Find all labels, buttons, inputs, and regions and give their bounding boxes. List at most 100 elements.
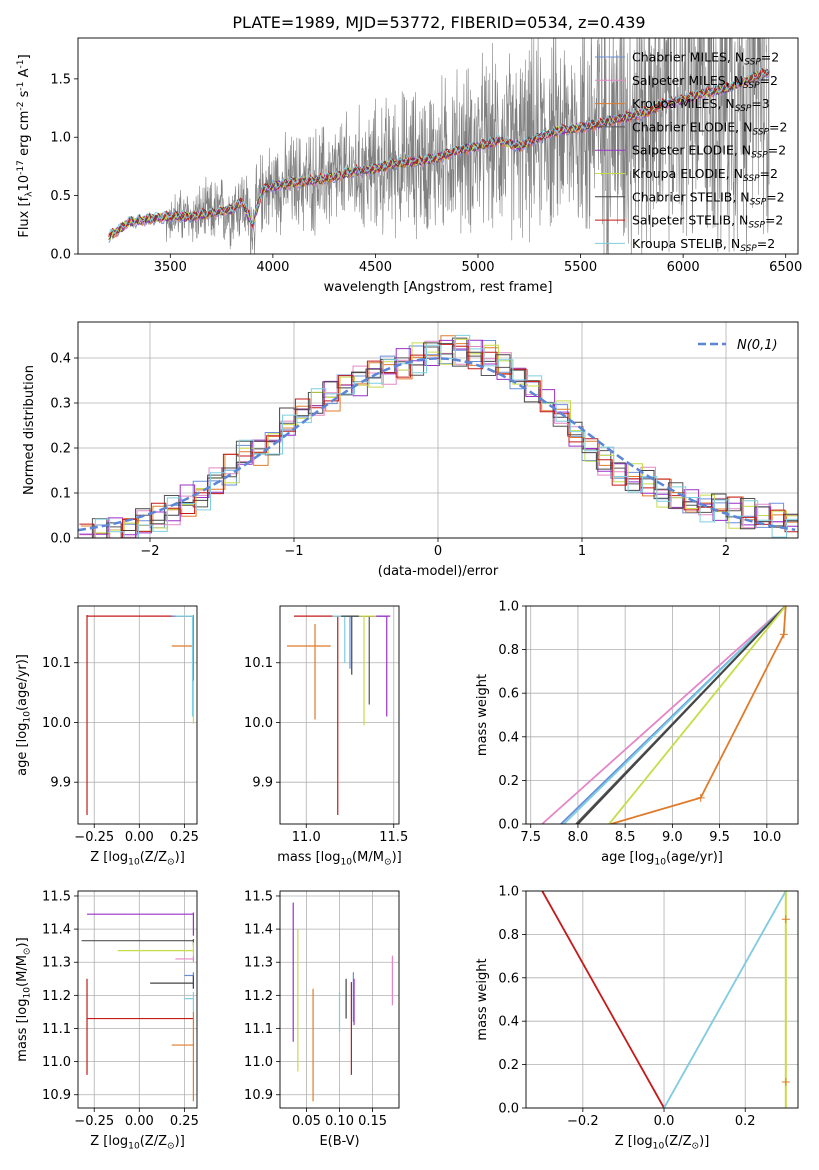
legend-label-salpeter_miles: Salpeter MILES, NSSP=2 [632, 73, 778, 91]
x-tick-label: 5000 [461, 260, 494, 275]
x-tick-label: 3500 [154, 260, 187, 275]
x-axis-label: Z [log10​(Z/Z⊙​)] [90, 850, 185, 867]
marker-kroupa_miles [781, 915, 790, 924]
y-axis-label: mass weight [475, 958, 490, 1040]
plot-spectrum: 3500 4000 4500 5000 5500 6000 6500 0.0 0.5 1.0 1.5… [16, 37, 802, 295]
y-tick-label: 0.6 [498, 687, 519, 702]
y-tick-label: 1.0 [498, 600, 519, 615]
x-tick-label: 10.0 [752, 830, 781, 845]
y-tick-label: 0.8 [498, 643, 519, 658]
y-tick-label: 0.6 [498, 971, 519, 986]
y-tick-label: 11.2 [244, 989, 273, 1004]
y-tick-label: 11.0 [244, 1055, 273, 1070]
x-tick-label: 0 [434, 544, 442, 559]
histogram-salpeter_stelib [79, 343, 798, 538]
normal-curve [78, 357, 796, 532]
y-tick-label: 0.2 [50, 442, 71, 457]
cumulative-line-kroupa_stelib [663, 891, 787, 1108]
cumulative-line-salpeter_miles [541, 606, 787, 824]
x-tick-label: 4000 [256, 260, 289, 275]
x-tick-label: 4500 [359, 260, 392, 275]
y-tick-label: 0.0 [50, 532, 71, 547]
plot-mass_vs_ebv: 0.05 0.10 0.15 10.9 11.0 11.1 11.2 11.3 11.4 11.5… [244, 889, 400, 1149]
figure-title: PLATE=1989, MJD=53772, FIBERID=0534, z=0… [232, 13, 645, 32]
legend-label-salpeter_stelib: Salpeter STELIB, NSSP=2 [632, 213, 783, 231]
x-tick-label: 11.0 [292, 830, 321, 845]
histogram-chabrier_elodie [78, 337, 798, 538]
y-tick-label: 11.3 [244, 956, 273, 971]
x-tick-label: 0.0 [654, 1114, 675, 1129]
y-tick-label: 11.1 [42, 1022, 71, 1037]
y-tick-label: 0.2 [498, 1058, 519, 1073]
y-tick-label: 11.5 [244, 889, 273, 904]
y-tick-label: 11.0 [42, 1055, 71, 1070]
axes-frame [525, 605, 799, 825]
y-tick-label: 11.4 [42, 923, 71, 938]
plot-cumulative_z: −0.2 0.0 0.2 0.0 0.2 0.4 0.6 0.8 1.0 Z [log10​(Z/… [475, 885, 799, 1151]
legend-label-chabrier_miles: Chabrier MILES, NSSP=2 [632, 50, 779, 68]
y-axis-label: mass [log10​(M/M⊙​)] [15, 937, 32, 1061]
axes-frame [279, 605, 400, 825]
x-tick-label: 0.00 [125, 830, 154, 845]
axes-frame [525, 890, 799, 1109]
plot-age_vs_z: −0.25 0.00 0.25 9.9 10.0 10.1 Z [log10​(Z/Z⊙​)… [15, 605, 199, 867]
legend-label-normal: N(0,1) [737, 338, 778, 353]
x-tick-label: 9.5 [709, 830, 730, 845]
y-tick-label: 0.0 [498, 1102, 519, 1117]
plot-area [292, 902, 393, 1102]
x-tick-label: −0.25 [74, 830, 114, 845]
plot-cumulative_age: 7.5 8.0 8.5 9.0 9.5 10.0 0.0 0.2 0.4 0.6 0.8 1.0 age… [475, 600, 799, 867]
y-tick-label: 11.3 [42, 956, 71, 971]
x-tick-label: 0.15 [358, 1114, 387, 1129]
x-tick-label: 1 [578, 544, 586, 559]
x-tick-label: 2 [722, 544, 730, 559]
spectrum-data-line [108, 38, 770, 254]
x-tick-label: 0.25 [170, 1114, 199, 1129]
axes-frame [77, 37, 799, 255]
marker-kroupa_miles [781, 1077, 790, 1086]
y-tick-label: 10.0 [244, 716, 273, 731]
legend-label-kroupa_elodie: Kroupa ELODIE, NSSP=2 [632, 166, 778, 184]
legend-label-chabrier_stelib: Chabrier STELIB, NSSP=2 [632, 189, 785, 207]
x-tick-label: 0.25 [170, 830, 199, 845]
x-axis-label: (data-model)/error [378, 564, 499, 579]
x-axis-label: mass [log10​(M/M⊙​)] [277, 850, 401, 867]
x-tick-label: 6000 [667, 260, 700, 275]
plot-age_vs_mass: 11.0 11.5 9.9 10.0 10.1 mass [log10​(M/M⊙​)] [244, 605, 408, 867]
x-tick-label: 8.5 [615, 830, 636, 845]
plot-area [86, 614, 194, 816]
plot-area [108, 38, 770, 254]
y-tick-label: 10.1 [42, 656, 71, 671]
y-axis-label: Normed distribution [22, 365, 37, 495]
y-tick-label: 0.5 [50, 189, 71, 204]
x-tick-label: 0.10 [325, 1114, 354, 1129]
x-axis-label: Z [log10​(Z/Z⊙​)] [90, 1134, 185, 1151]
plot-area [541, 606, 788, 824]
y-tick-label: 10.9 [244, 1088, 273, 1103]
y-tick-label: 0.8 [498, 928, 519, 943]
marker-kroupa_miles [779, 630, 788, 639]
x-axis-label: E(B-V) [319, 1134, 359, 1149]
x-axis-label: Z [log10​(Z/Z⊙​)] [615, 1134, 710, 1151]
marker-kroupa_miles [696, 793, 705, 802]
y-tick-label: 0.0 [50, 248, 71, 263]
cumulative-line-kroupa_elodie [608, 606, 787, 824]
y-tick-label: 0.4 [498, 730, 519, 745]
y-tick-label: 11.4 [244, 923, 273, 938]
cumulative-line-chabrier_stelib [577, 606, 787, 824]
x-tick-label: −1 [284, 544, 303, 559]
y-axis-label: Flux [fλ​10-17​ erg cm-2​ s-1​ A-1​] [16, 54, 34, 237]
y-tick-label: 11.1 [244, 1022, 273, 1037]
y-tick-label: 10.9 [42, 1088, 71, 1103]
histogram-kroupa_stelib [80, 334, 798, 538]
cumulative-line-kroupa_stelib [563, 606, 787, 824]
plot-mass_vs_z: −0.25 0.00 0.25 10.9 11.0 11.1 11.2 11.3 11.4 11.… [15, 889, 199, 1151]
y-tick-label: 11.2 [42, 989, 71, 1004]
x-axis-label: wavelength [Angstrom, rest frame] [324, 280, 553, 295]
y-tick-label: 9.9 [50, 776, 71, 791]
cumulative-line-salpeter_stelib [541, 891, 665, 1108]
y-tick-label: 1.0 [50, 131, 71, 146]
legend-label-kroupa_stelib: Kroupa STELIB, NSSP=2 [632, 236, 775, 254]
x-tick-label: −2 [140, 544, 159, 559]
y-tick-label: 9.9 [252, 776, 273, 791]
